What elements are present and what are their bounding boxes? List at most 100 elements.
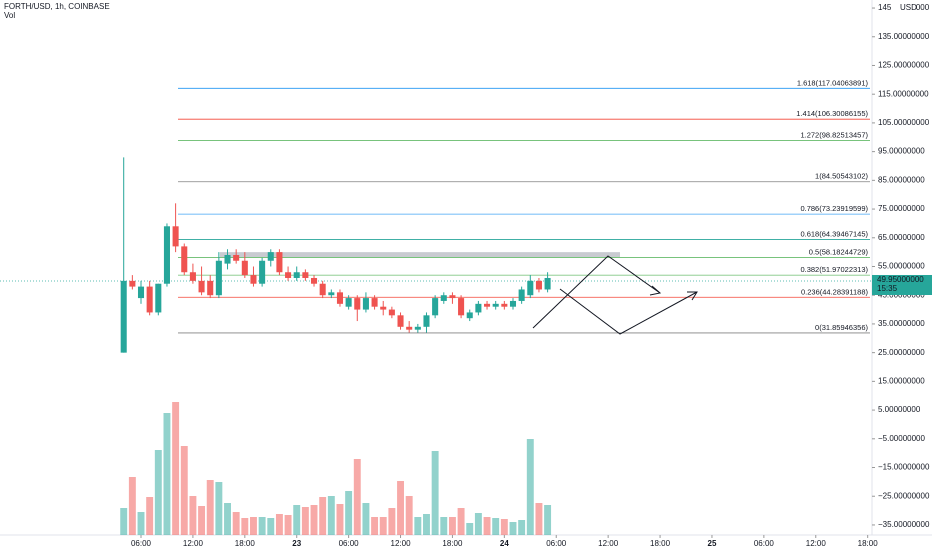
volume-bar [232, 512, 240, 535]
candle-body [458, 298, 465, 316]
y-tick-label: 75.00000000 [878, 204, 925, 213]
volume-bar [146, 497, 154, 535]
fib-label: 0(31.85946356) [815, 323, 868, 332]
volume-bar [492, 518, 500, 535]
fib-label: 0.786(73.23919599) [800, 204, 868, 213]
fib-label: 1.272(98.82513457) [800, 131, 868, 140]
candle-body [423, 315, 430, 327]
candle-body [527, 280, 534, 296]
candle-body [302, 272, 309, 278]
y-tick-label: 15.00000000 [878, 376, 925, 385]
candle-body [501, 303, 508, 307]
volume-bar [440, 517, 448, 535]
candle-body [449, 295, 456, 299]
countdown-label: 15:35 [877, 284, 898, 293]
x-tick-label: 23 [292, 539, 301, 548]
volume-bar [301, 507, 309, 535]
last-price-tag [872, 274, 932, 295]
volume-bar [163, 413, 171, 535]
volume-bar [466, 523, 474, 535]
candle-body [250, 275, 257, 284]
volume-bar [215, 482, 223, 535]
volume-bar [267, 518, 275, 535]
candle-body [293, 272, 300, 278]
x-tick-label: 25 [708, 539, 717, 548]
volume-bar [310, 505, 318, 535]
volume-bar [423, 514, 430, 535]
candle-body [509, 300, 517, 307]
volume-bar [172, 402, 180, 535]
volume-bar [544, 505, 552, 535]
volume-bar [414, 517, 422, 535]
volume-bar [535, 503, 543, 535]
candle-body [198, 280, 205, 293]
x-tick-label: 12:00 [598, 539, 619, 548]
candle-body [276, 252, 283, 273]
candle-body [518, 289, 525, 301]
candle-body [163, 226, 170, 284]
y-tick-label: −25.00000000 [878, 491, 930, 500]
candle-body [345, 298, 352, 307]
y-tick-label: −5.00000000 [878, 434, 925, 443]
volume-bar [371, 517, 379, 535]
currency: USD [900, 3, 917, 12]
x-tick-label: 06:00 [339, 539, 360, 548]
volume-bar [275, 514, 283, 535]
x-tick-label: 06:00 [546, 539, 567, 548]
y-tick-label: −15.00000000 [878, 463, 930, 472]
volume-bar [526, 439, 534, 535]
candle-body [440, 295, 447, 301]
volume-bar [128, 477, 136, 535]
volume-bar [388, 508, 396, 535]
volume-bar [483, 517, 491, 535]
y-tick-label: −35.00000000 [878, 520, 930, 529]
fib-label: 0.382(51.97022313) [800, 265, 868, 274]
y-tick-label: 5.00000000 [878, 405, 921, 414]
candle-body [475, 303, 482, 313]
arrow-head [687, 291, 698, 301]
candle-body [406, 326, 413, 330]
candle-body [397, 315, 404, 327]
candle-body [267, 252, 274, 261]
candle-body [120, 280, 127, 353]
x-tick-label: 18:00 [858, 539, 879, 548]
candle-body [155, 283, 162, 313]
y-tick-label: 115.00000000 [878, 89, 929, 98]
y-tick-label: 85.00000000 [878, 175, 925, 184]
candle-body [137, 286, 145, 299]
candle-body [146, 286, 153, 313]
x-tick-label: 18:00 [235, 539, 256, 548]
candle-body [224, 255, 231, 264]
volume-bar [405, 496, 413, 535]
candle-body [414, 326, 421, 330]
chart-title: FORTH/USD, 1h, COINBASE [4, 2, 110, 11]
y-tick-label: 95.00000000 [878, 147, 925, 156]
x-tick-label: 12:00 [183, 539, 204, 548]
x-tick-label: 24 [500, 539, 509, 548]
candle-body [129, 280, 136, 287]
currency-box [892, 2, 916, 14]
volume-bar [345, 491, 353, 535]
volume-bar [120, 508, 128, 535]
volume-label: Vol [4, 11, 15, 20]
candle-body [233, 255, 240, 261]
fib-label: 0.5(58.18244729) [809, 247, 869, 256]
x-tick-label: 12:00 [391, 539, 412, 548]
volume-bar [198, 506, 206, 535]
candle-body [328, 292, 335, 296]
volume-bar [137, 512, 145, 535]
plot: 145.00000000135.00000000125.00000000115.… [0, 3, 932, 548]
volume-bar [224, 503, 231, 535]
candle-body [354, 298, 361, 310]
volume-bar [258, 517, 266, 535]
volume-bar [327, 496, 335, 535]
volume-bar [397, 481, 404, 535]
drawing-path [532, 255, 661, 329]
candle-body [259, 260, 266, 284]
candle-body [285, 272, 292, 278]
drawing-path [559, 288, 698, 335]
volume-bar [509, 522, 517, 535]
volume-bar [180, 446, 188, 535]
x-tick-label: 18:00 [442, 539, 463, 548]
